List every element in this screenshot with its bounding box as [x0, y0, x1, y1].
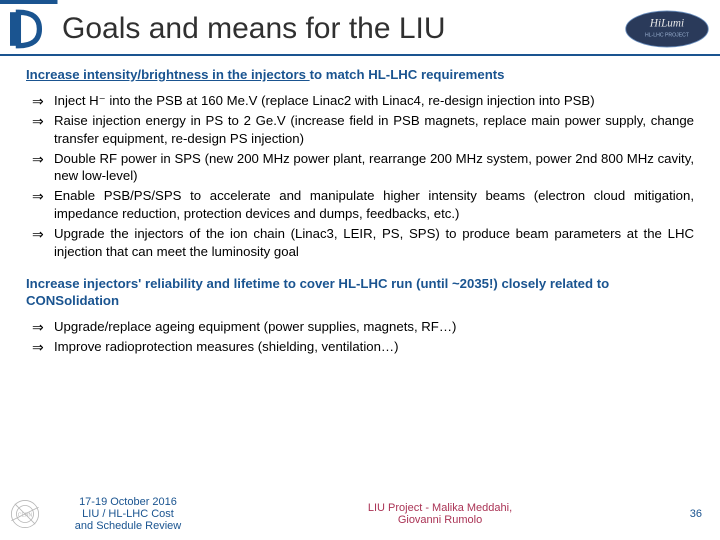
- cern-logo: CERN: [8, 497, 42, 531]
- bullet-text: Upgrade the injectors of the ion chain (…: [54, 225, 694, 261]
- bullet-text: Inject H⁻ into the PSB at 160 Me.V (repl…: [54, 92, 694, 110]
- arrow-icon: ⇒: [32, 187, 54, 205]
- arrow-icon: ⇒: [32, 338, 54, 356]
- arrow-icon: ⇒: [32, 318, 54, 336]
- section2: Increase injectors' reliability and life…: [26, 275, 694, 357]
- bullet-item: ⇒Enable PSB/PS/SPS to accelerate and man…: [32, 187, 694, 223]
- hilumi-text: HiLumi: [649, 17, 684, 29]
- accent-bar: [0, 0, 720, 4]
- slide: Goals and means for the LIU HiLumi HL-LH…: [0, 0, 720, 540]
- footer-authors-2: Giovanni Rumolo: [208, 514, 672, 526]
- section2-heading: Increase injectors' reliability and life…: [26, 275, 694, 311]
- footer-date: 17-19 October 2016: [48, 496, 208, 508]
- content: Increase intensity/brightness in the inj…: [0, 56, 720, 357]
- footer-authors-1: LIU Project - Malika Meddahi,: [208, 502, 672, 514]
- footer-event-2: and Schedule Review: [48, 520, 208, 532]
- section2-bullets: ⇒Upgrade/replace ageing equipment (power…: [32, 318, 694, 356]
- bullet-item: ⇒Upgrade the injectors of the ion chain …: [32, 225, 694, 261]
- bullet-item: ⇒Improve radioprotection measures (shiel…: [32, 338, 694, 356]
- arrow-icon: ⇒: [32, 150, 54, 168]
- section1-bullets: ⇒Inject H⁻ into the PSB at 160 Me.V (rep…: [32, 92, 694, 261]
- arrow-icon: ⇒: [32, 92, 54, 110]
- hllhc-text: HL-LHC PROJECT: [645, 33, 690, 39]
- footer-mid: LIU Project - Malika Meddahi, Giovanni R…: [208, 502, 672, 526]
- bullet-item: ⇒Upgrade/replace ageing equipment (power…: [32, 318, 694, 336]
- bullet-text: Improve radioprotection measures (shield…: [54, 338, 694, 356]
- footer-event-1: LIU / HL-LHC Cost: [48, 508, 208, 520]
- arrow-icon: ⇒: [32, 225, 54, 243]
- hilumi-logo: HiLumi HL-LHC PROJECT: [624, 9, 710, 49]
- footer: CERN 17-19 October 2016 LIU / HL-LHC Cos…: [0, 488, 720, 540]
- bullet-item: ⇒Raise injection energy in PS to 2 Ge.V …: [32, 112, 694, 148]
- bullet-text: Double RF power in SPS (new 200 MHz powe…: [54, 150, 694, 186]
- section1-heading: Increase intensity/brightness in the inj…: [26, 66, 694, 84]
- page-number: 36: [672, 508, 702, 520]
- footer-left: 17-19 October 2016 LIU / HL-LHC Cost and…: [48, 496, 208, 532]
- left-logo: [10, 8, 52, 50]
- title-bar: Goals and means for the LIU HiLumi HL-LH…: [0, 0, 720, 56]
- bullet-text: Raise injection energy in PS to 2 Ge.V (…: [54, 112, 694, 148]
- bullet-text: Upgrade/replace ageing equipment (power …: [54, 318, 694, 336]
- bullet-item: ⇒Inject H⁻ into the PSB at 160 Me.V (rep…: [32, 92, 694, 110]
- bullet-item: ⇒Double RF power in SPS (new 200 MHz pow…: [32, 150, 694, 186]
- arrow-icon: ⇒: [32, 112, 54, 130]
- section1-head-rest: to match HL-LHC requirements: [310, 67, 505, 82]
- bullet-text: Enable PSB/PS/SPS to accelerate and mani…: [54, 187, 694, 223]
- section1-head-underlined: Increase intensity/brightness in the inj…: [26, 67, 310, 82]
- page-title: Goals and means for the LIU: [62, 12, 624, 46]
- svg-text:CERN: CERN: [18, 513, 33, 519]
